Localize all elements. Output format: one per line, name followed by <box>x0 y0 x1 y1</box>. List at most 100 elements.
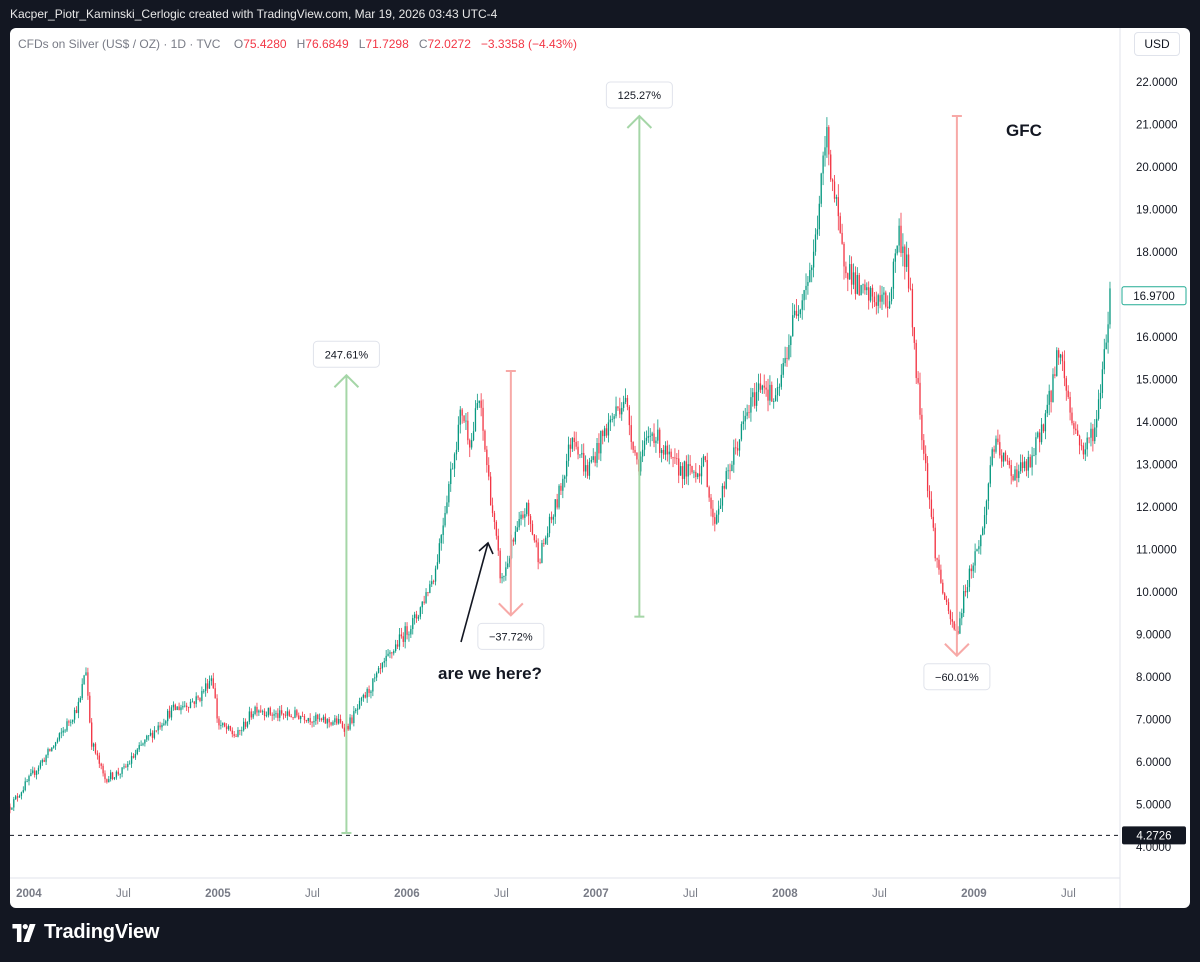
currency-button[interactable]: USD <box>1134 32 1180 56</box>
candle-body <box>1075 428 1077 431</box>
candle-body <box>716 514 718 524</box>
candle-body <box>531 523 534 535</box>
candle-body <box>444 512 446 526</box>
candle-body <box>626 397 629 407</box>
candle-body <box>415 614 418 619</box>
candle-body <box>438 543 441 563</box>
candle-body <box>816 229 819 235</box>
price-tick-label: 13.0000 <box>1136 460 1178 472</box>
candle-body <box>100 763 102 766</box>
last-price-tag <box>1121 286 1187 306</box>
candle-body <box>818 203 820 230</box>
candle-body <box>788 345 790 359</box>
candle-body <box>127 763 129 767</box>
candle-body <box>830 154 832 180</box>
candle-body <box>624 397 627 402</box>
candle-body <box>364 694 366 698</box>
price-chart[interactable]: 4.0000 5.0000 6.0000 7.0000 8.0000 9.0000 10.0… <box>10 28 1190 908</box>
candle-body <box>1050 390 1052 402</box>
candle-body <box>949 611 952 620</box>
candle-body <box>368 689 370 693</box>
candle-body <box>489 476 492 506</box>
candle-body <box>670 451 672 458</box>
candle-body <box>383 661 385 663</box>
candle-body <box>869 287 872 301</box>
candle-body <box>298 715 300 720</box>
candle-body <box>951 619 953 622</box>
measure-label: −60.01% <box>935 672 979 684</box>
candle-body <box>964 591 967 593</box>
price-tick-label: 19.0000 <box>1136 205 1178 217</box>
candle-body <box>178 706 180 711</box>
candle-body <box>13 799 15 808</box>
candle-body <box>381 662 384 669</box>
candle-body <box>161 724 163 728</box>
candle-body <box>294 710 296 718</box>
candle-body <box>925 453 927 464</box>
candle-body <box>374 677 376 679</box>
candle-body <box>697 473 699 477</box>
candle-body <box>850 264 853 285</box>
candle-body <box>227 726 230 730</box>
candle-body <box>288 711 290 716</box>
candle-body <box>634 449 636 453</box>
candle-body <box>66 721 68 731</box>
candle-body <box>49 749 51 752</box>
candle-body <box>1020 462 1022 472</box>
price-tick-label: 14.0000 <box>1136 417 1178 429</box>
candle-body <box>702 456 705 467</box>
candle-body <box>476 403 479 409</box>
candle-body <box>402 636 404 642</box>
candle-body <box>24 781 26 791</box>
candle-body <box>1029 456 1031 468</box>
candle-body <box>79 698 81 702</box>
price-tick-label: 20.0000 <box>1136 162 1178 174</box>
candle-body <box>273 714 275 716</box>
measure-arrowhead <box>944 643 970 658</box>
candle-body <box>934 527 936 559</box>
candle-body <box>554 499 556 517</box>
candle-body <box>35 771 38 775</box>
candle-body <box>172 704 175 708</box>
candle-body <box>15 796 17 800</box>
candle-body <box>565 460 568 477</box>
candle-body <box>746 412 748 416</box>
candle-body <box>740 424 743 440</box>
chart-pane[interactable]: 4.0000 5.0000 6.0000 7.0000 8.0000 9.0000 10.0… <box>10 28 1190 908</box>
candle-body <box>360 697 363 701</box>
candle-body <box>56 739 59 743</box>
candle-body <box>849 264 851 280</box>
candle-body <box>1088 437 1090 439</box>
price-tick-label: 4.0000 <box>1136 842 1171 854</box>
candle-body <box>326 719 328 724</box>
candle-body <box>62 730 64 733</box>
candle-body <box>115 771 118 778</box>
candle-body <box>1056 350 1058 376</box>
candle-body <box>393 651 395 654</box>
candle-body <box>1067 390 1069 397</box>
candle-body <box>982 528 984 536</box>
candle-body <box>653 433 655 444</box>
candle-body <box>28 776 30 782</box>
candle-body <box>966 587 969 593</box>
candle-body <box>902 246 904 253</box>
candle-body <box>165 721 167 724</box>
candle-body <box>501 576 503 579</box>
candle-body <box>1048 390 1050 405</box>
candle-body <box>898 225 900 246</box>
candle-body <box>129 763 131 765</box>
candle-body <box>174 704 176 711</box>
candle-body <box>218 718 220 726</box>
candle-body <box>1097 399 1100 419</box>
time-tick-label: 2009 <box>961 888 987 900</box>
candle-body <box>892 261 895 289</box>
candle-body <box>999 442 1001 456</box>
candle-body <box>754 392 756 406</box>
candle-body <box>356 708 359 710</box>
candle-body <box>358 700 361 709</box>
candle-body <box>1001 455 1003 462</box>
candle-body <box>465 420 467 422</box>
candle-body <box>292 717 294 718</box>
candle-body <box>586 465 589 476</box>
candle-body <box>541 543 543 563</box>
